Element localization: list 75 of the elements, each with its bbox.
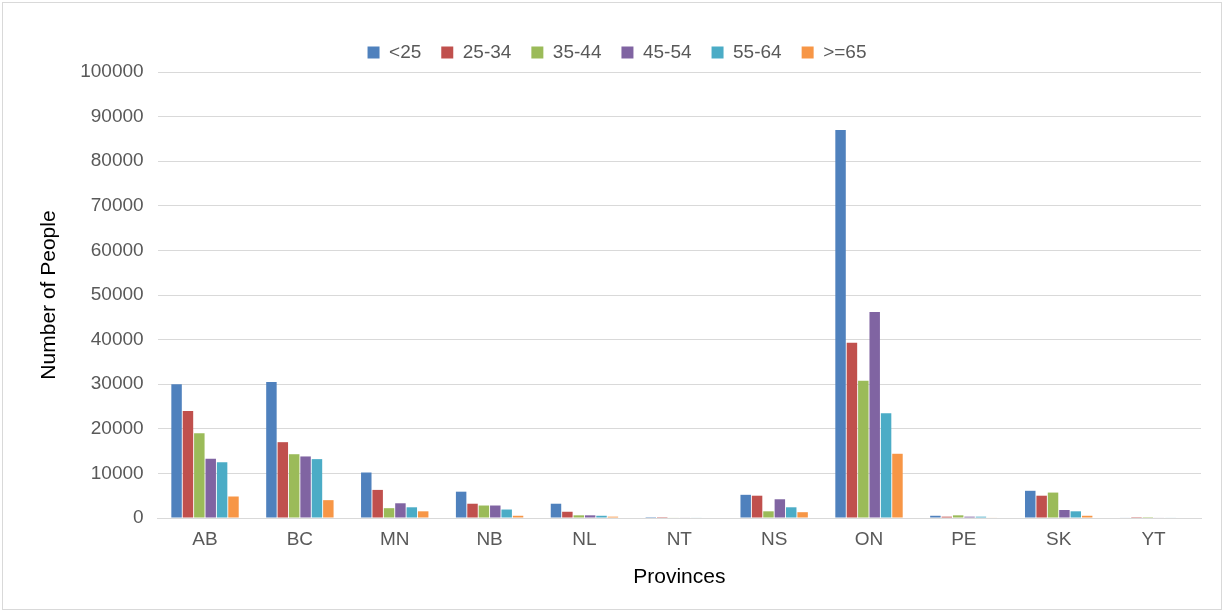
bar — [785, 507, 797, 518]
bar — [300, 456, 311, 518]
x-tick-label: NS — [760, 527, 788, 549]
bar — [395, 503, 406, 518]
y-tick-label: 40000 — [90, 327, 144, 349]
bar — [1047, 492, 1059, 518]
bar — [171, 384, 182, 518]
bar — [573, 515, 584, 518]
bar — [406, 507, 418, 518]
bar — [763, 511, 774, 518]
x-axis-title: Provinces — [633, 564, 726, 588]
x-tick-label: AB — [192, 527, 218, 549]
bar — [952, 515, 964, 518]
x-tick-label: MN — [379, 527, 410, 549]
x-tick-label: ON — [854, 527, 884, 549]
bar — [288, 454, 300, 518]
bar — [501, 509, 512, 518]
bar — [266, 381, 277, 518]
y-tick-label: 60000 — [90, 238, 144, 260]
x-tick-label: NT — [666, 527, 693, 549]
bar — [417, 511, 429, 518]
bar — [1025, 490, 1036, 518]
legend-label: <25 — [389, 40, 422, 62]
bar — [228, 496, 239, 518]
bar — [490, 505, 501, 518]
bar — [455, 491, 467, 518]
y-tick-label: 80000 — [90, 149, 144, 171]
x-tick-label: PE — [951, 527, 977, 549]
y-axis-title: Number of People — [36, 210, 60, 380]
bar — [835, 129, 846, 518]
bar — [205, 458, 216, 518]
y-tick-label: 90000 — [90, 104, 144, 126]
bar — [311, 459, 323, 518]
x-tick-label: SK — [1046, 527, 1072, 549]
bar — [740, 494, 751, 518]
bar — [478, 505, 490, 518]
bar — [182, 410, 194, 518]
bar — [383, 508, 395, 518]
bar — [361, 472, 372, 518]
bar — [797, 512, 808, 518]
bar — [880, 413, 892, 518]
bar — [194, 433, 205, 518]
y-tick-label: 10000 — [90, 461, 144, 483]
bar — [869, 311, 880, 518]
bar — [277, 442, 289, 518]
bar — [1070, 511, 1082, 518]
y-tick-label: 0 — [133, 506, 144, 528]
bar — [584, 515, 596, 518]
bar — [892, 453, 903, 518]
legend-label: 25-34 — [462, 40, 512, 62]
bar — [323, 500, 334, 518]
bar — [550, 503, 562, 518]
bar — [846, 342, 858, 518]
bar — [467, 503, 478, 518]
bar — [858, 380, 869, 518]
bar — [1036, 495, 1047, 518]
legend-label: 35-44 — [552, 40, 602, 62]
bar — [372, 489, 383, 518]
y-tick-label: 20000 — [90, 417, 144, 439]
legend-label: 55-64 — [733, 40, 783, 62]
y-tick-label: 50000 — [90, 283, 144, 305]
legend-label: >=65 — [823, 40, 867, 62]
y-tick-label: 100000 — [80, 60, 144, 82]
bar — [774, 499, 786, 518]
x-tick-label: YT — [1141, 527, 1167, 549]
x-tick-label: BC — [286, 527, 314, 549]
x-tick-label: NB — [476, 527, 503, 549]
y-tick-label: 30000 — [90, 372, 144, 394]
bar — [751, 495, 763, 518]
bar — [562, 511, 573, 518]
legend-label: 45-54 — [642, 40, 692, 62]
bar — [216, 462, 228, 518]
y-tick-label: 70000 — [90, 194, 144, 216]
bar — [1059, 509, 1070, 518]
x-tick-label: NL — [572, 527, 597, 549]
